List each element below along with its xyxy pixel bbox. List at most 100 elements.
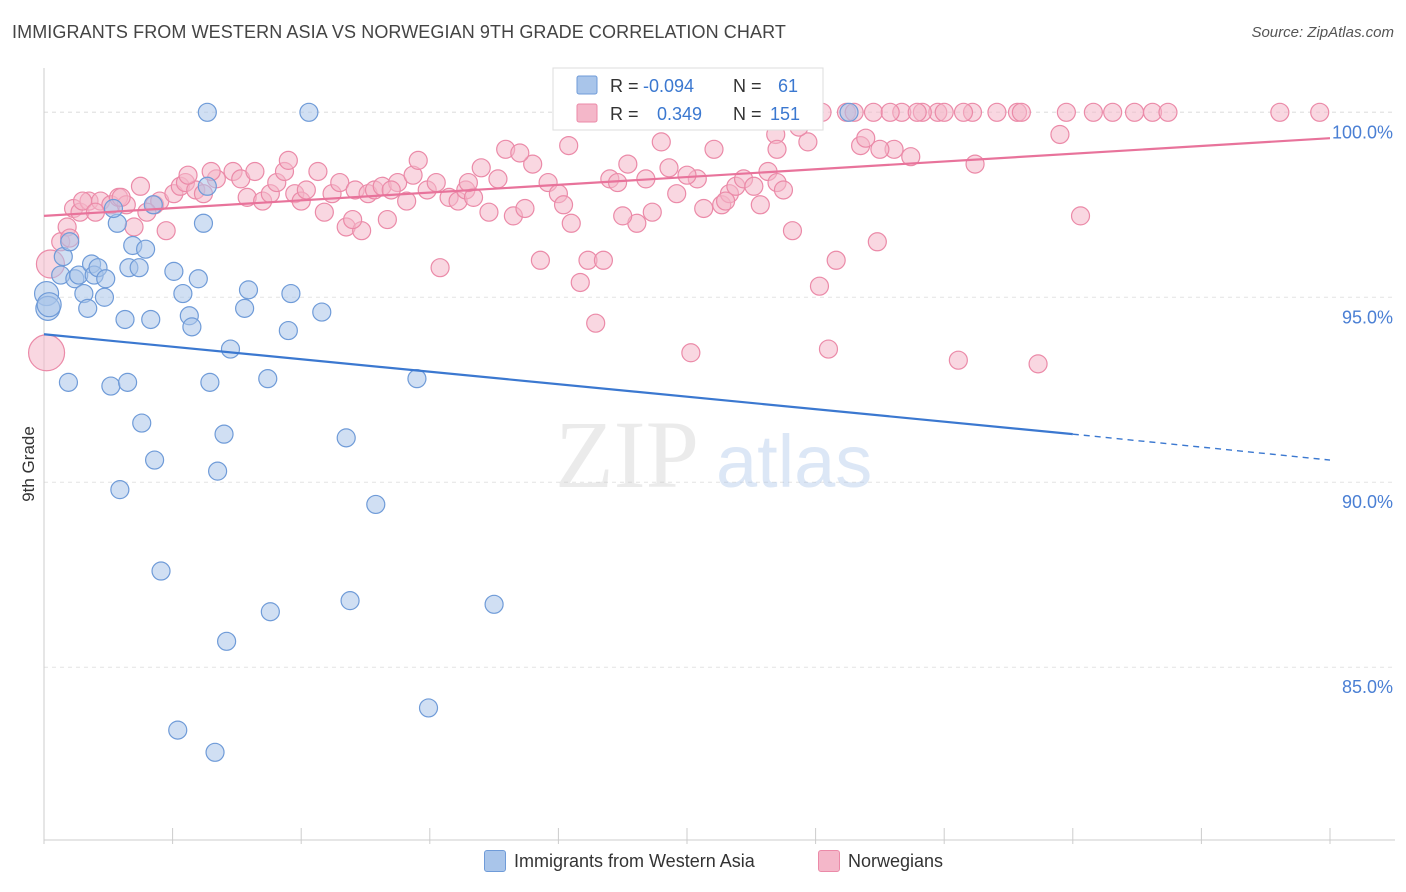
y-tick-label-90: 90.0% (1342, 492, 1393, 512)
watermark-atlas: atlas (716, 420, 872, 503)
blue-point (151, 561, 171, 581)
pink-point (245, 161, 265, 182)
blue-point (168, 720, 188, 740)
blue-point (197, 102, 217, 122)
pink-trend-line (43, 137, 1331, 217)
blue-point (143, 195, 163, 215)
pink-point (397, 191, 417, 211)
blue-point (336, 428, 356, 448)
y-tick-label-95: 95.0% (1342, 307, 1393, 327)
blue-point (36, 292, 62, 318)
blue-point (214, 424, 234, 444)
blue-point (258, 369, 278, 389)
pink-point (773, 180, 794, 200)
blue-point (217, 631, 237, 651)
pink-point (659, 158, 679, 178)
blue-point (188, 269, 208, 289)
blue-point (281, 283, 301, 304)
pink-point (667, 184, 687, 204)
pink-point (987, 102, 1007, 122)
pink-point (953, 102, 974, 122)
blue-point (312, 302, 332, 322)
pink-point (856, 128, 876, 148)
watermark-zip: ZIP (555, 401, 699, 508)
pink-point (586, 313, 606, 333)
blue-point (235, 298, 255, 318)
pink-point (613, 206, 633, 226)
blue-point (238, 280, 259, 300)
pink-point (1050, 124, 1070, 145)
pink-point (965, 154, 985, 174)
legend-blue-r-label: R = (610, 76, 639, 96)
pink-point (901, 147, 921, 167)
blue-point (278, 320, 298, 341)
legend-pink-n-value: 151 (770, 104, 800, 124)
pink-point (1028, 354, 1048, 374)
legend-blue-swatch (576, 75, 598, 95)
pink-point (561, 213, 581, 233)
blue-point (60, 232, 80, 252)
blue-point (103, 198, 124, 219)
blue-point (132, 413, 152, 433)
pink-point (694, 198, 714, 219)
y-tick-label-85: 85.0% (1342, 677, 1393, 697)
legend-pink-n-label: N = (733, 104, 762, 124)
pink-point (1124, 102, 1145, 122)
blue-trend-line (43, 333, 1073, 436)
pink-point (471, 158, 491, 178)
legend-blue-n-value: 61 (778, 76, 798, 96)
blue-point (839, 102, 859, 122)
blue-point (208, 461, 228, 481)
pink-point (515, 198, 535, 219)
pink-point (1070, 206, 1091, 226)
blue-point (96, 269, 116, 289)
pink-point (488, 169, 508, 189)
pink-point (1011, 102, 1031, 122)
pink-point (651, 132, 671, 152)
pink-point (408, 150, 428, 170)
pink-points (27, 102, 1330, 374)
legend-item-norwegians[interactable]: Norwegians (818, 850, 943, 872)
pink-point (330, 172, 350, 193)
tick-labels: 85.0%90.0%95.0%100.0%0.0%100.0% (1332, 122, 1393, 697)
pink-point (124, 217, 144, 237)
blue-point (94, 287, 115, 307)
blue-point (101, 376, 121, 396)
pink-point (880, 102, 900, 122)
watermark: ZIP atlas (555, 401, 872, 508)
y-tick-label-100: 100.0% (1332, 122, 1393, 142)
blue-point (260, 602, 280, 622)
blue-point (366, 494, 386, 515)
pink-point (559, 135, 579, 156)
pink-point (715, 191, 736, 211)
legend-pink-r-label: R = (610, 104, 639, 124)
pink-point (593, 250, 614, 270)
pink-point (870, 139, 890, 159)
blue-point (117, 372, 138, 392)
pink-point (1270, 102, 1290, 122)
blue-point (407, 369, 427, 389)
pink-point (934, 102, 954, 122)
pink-point (863, 102, 884, 122)
blue-point (200, 372, 220, 392)
legend-label-norwegians: Norwegians (848, 850, 944, 871)
pink-point (523, 154, 543, 174)
pink-point (704, 139, 724, 159)
blue-point (129, 258, 149, 278)
pink-point (72, 191, 93, 211)
blue-points (33, 102, 859, 762)
pink-point (907, 102, 927, 122)
blue-point (197, 176, 217, 196)
pink-point (458, 172, 478, 193)
pink-point (677, 165, 697, 185)
legend-swatch-pink (818, 850, 840, 872)
blue-point (205, 742, 225, 762)
pink-point (156, 221, 176, 241)
trend-lines (43, 137, 1331, 461)
pink-point (1310, 102, 1330, 122)
pink-point (278, 150, 298, 170)
pink-point (510, 143, 530, 163)
pink-point (530, 250, 550, 270)
legend-item-western-asia[interactable]: Immigrants from Western Asia (484, 850, 755, 872)
y-axis-label: 9th Grade (19, 426, 38, 502)
